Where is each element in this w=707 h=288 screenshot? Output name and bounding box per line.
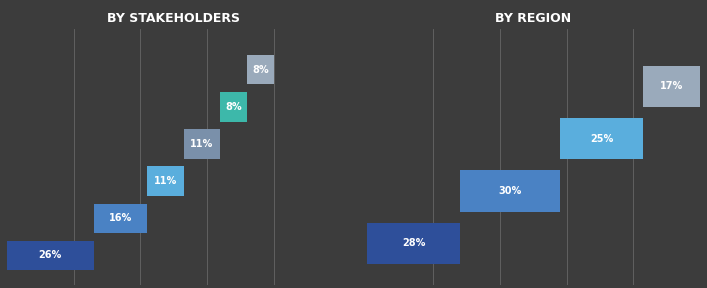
Bar	[184, 129, 221, 159]
Title: BY STAKEHOLDERS: BY STAKEHOLDERS	[107, 12, 240, 25]
Title: BY REGION: BY REGION	[496, 12, 571, 25]
Text: 11%: 11%	[190, 139, 214, 149]
Bar	[643, 66, 700, 107]
Text: 28%: 28%	[402, 238, 425, 248]
Bar	[93, 204, 147, 233]
Text: 26%: 26%	[39, 250, 62, 260]
Bar	[560, 118, 643, 159]
Bar	[221, 92, 247, 122]
Bar	[367, 223, 460, 264]
Text: 11%: 11%	[153, 176, 177, 186]
Bar	[247, 55, 274, 84]
Bar	[147, 166, 184, 196]
Text: 17%: 17%	[660, 81, 683, 91]
Bar	[7, 241, 93, 270]
Text: 16%: 16%	[109, 213, 132, 223]
Text: 30%: 30%	[498, 186, 522, 196]
Text: 8%: 8%	[252, 65, 269, 75]
Text: 25%: 25%	[590, 134, 613, 144]
Text: 8%: 8%	[226, 102, 242, 112]
Bar	[460, 170, 560, 212]
